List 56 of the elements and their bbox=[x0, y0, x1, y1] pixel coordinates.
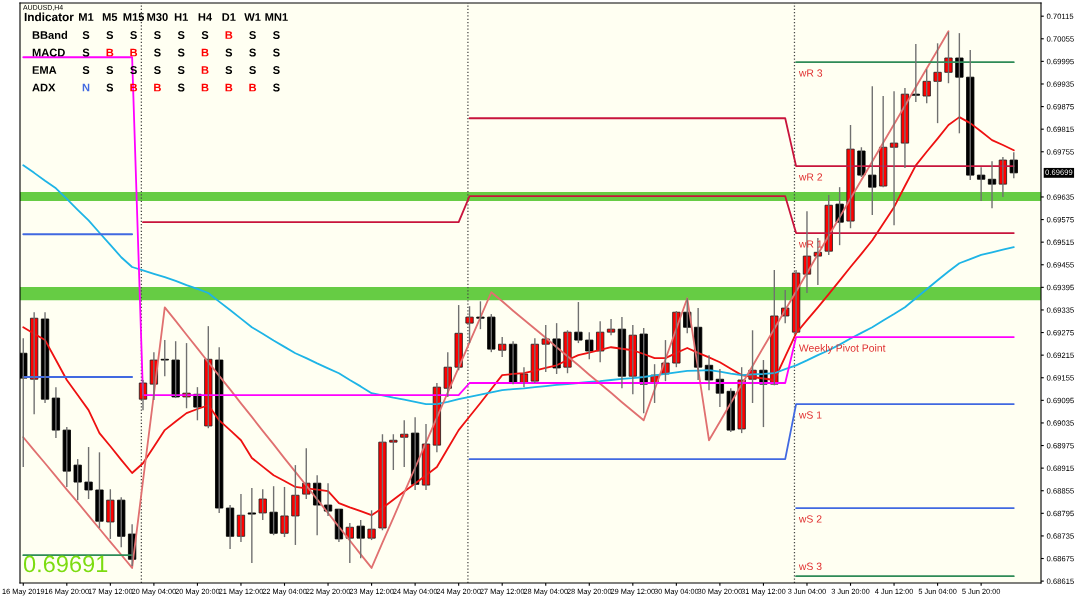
text: S bbox=[154, 31, 161, 39]
category-label: H1 bbox=[174, 13, 188, 21]
text: S bbox=[249, 48, 256, 57]
category-label: BBand bbox=[32, 30, 68, 39]
text: S bbox=[106, 83, 114, 92]
category-label: M1 bbox=[79, 13, 94, 21]
series-label: wR 3 bbox=[798, 69, 823, 77]
text: S bbox=[177, 66, 185, 74]
text: B bbox=[130, 48, 138, 57]
series-label: wS 2 bbox=[798, 515, 822, 523]
text: S bbox=[225, 48, 233, 57]
text: B bbox=[249, 83, 257, 92]
text: B bbox=[106, 48, 114, 57]
text: S bbox=[273, 66, 280, 74]
text: S bbox=[154, 66, 161, 74]
category-label: MACD bbox=[32, 48, 65, 57]
text: S bbox=[106, 66, 114, 74]
text: S bbox=[249, 66, 256, 74]
category-label: M30 bbox=[147, 13, 168, 21]
text: B bbox=[201, 48, 209, 57]
text: S bbox=[273, 31, 280, 39]
text: S bbox=[106, 31, 114, 39]
text: S bbox=[273, 48, 280, 57]
text: S bbox=[177, 48, 185, 57]
category-label: M15 bbox=[123, 13, 145, 21]
text: S bbox=[225, 66, 233, 74]
series-label: wR 2 bbox=[798, 173, 823, 181]
category-label: W1 bbox=[244, 13, 261, 21]
text: S bbox=[82, 31, 90, 39]
text: S bbox=[273, 83, 280, 92]
category-label: D1 bbox=[222, 13, 236, 21]
text: S bbox=[201, 31, 209, 39]
category-label: ADX bbox=[32, 83, 56, 92]
series-label: Weekly Pivot Point bbox=[798, 344, 886, 354]
annotation: 0.69691 bbox=[23, 555, 108, 573]
category-label: MN1 bbox=[265, 13, 288, 21]
category-label: M5 bbox=[102, 13, 118, 21]
text: B bbox=[201, 83, 209, 92]
text: B bbox=[225, 31, 233, 39]
text: N bbox=[82, 83, 90, 92]
series-label: wS 3 bbox=[798, 562, 822, 570]
text: S bbox=[82, 48, 90, 57]
text: S bbox=[82, 66, 90, 74]
text: S bbox=[154, 48, 161, 57]
text: S bbox=[177, 31, 185, 39]
text: S bbox=[177, 83, 185, 92]
text: B bbox=[201, 66, 209, 74]
text: S bbox=[130, 31, 137, 39]
category-label: EMA bbox=[32, 66, 57, 74]
text: S bbox=[249, 31, 256, 39]
category-label: H4 bbox=[198, 13, 213, 21]
text: Indicator bbox=[24, 12, 74, 22]
text: B bbox=[154, 83, 161, 92]
text: B bbox=[225, 83, 233, 92]
series-label: wR 1 bbox=[798, 240, 823, 248]
series-label: wS 1 bbox=[798, 411, 822, 419]
